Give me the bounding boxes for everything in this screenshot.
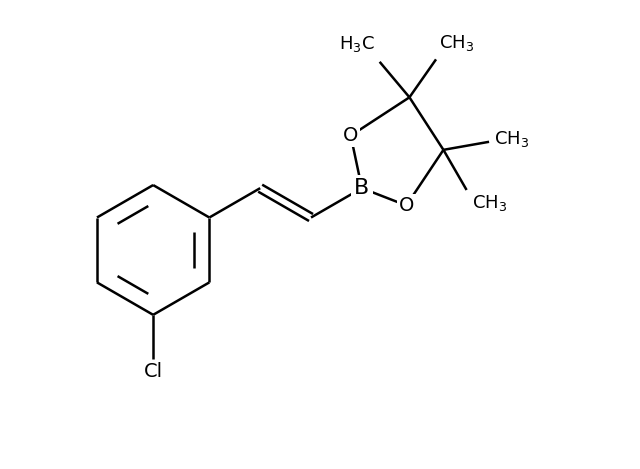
Text: CH$_3$: CH$_3$ (439, 33, 474, 53)
Text: O: O (343, 126, 358, 145)
Text: B: B (354, 178, 369, 198)
Text: CH$_3$: CH$_3$ (472, 193, 507, 213)
Text: O: O (399, 196, 414, 215)
Text: H$_3$C: H$_3$C (339, 34, 374, 54)
Text: CH$_3$: CH$_3$ (494, 129, 529, 149)
Text: Cl: Cl (143, 363, 163, 381)
